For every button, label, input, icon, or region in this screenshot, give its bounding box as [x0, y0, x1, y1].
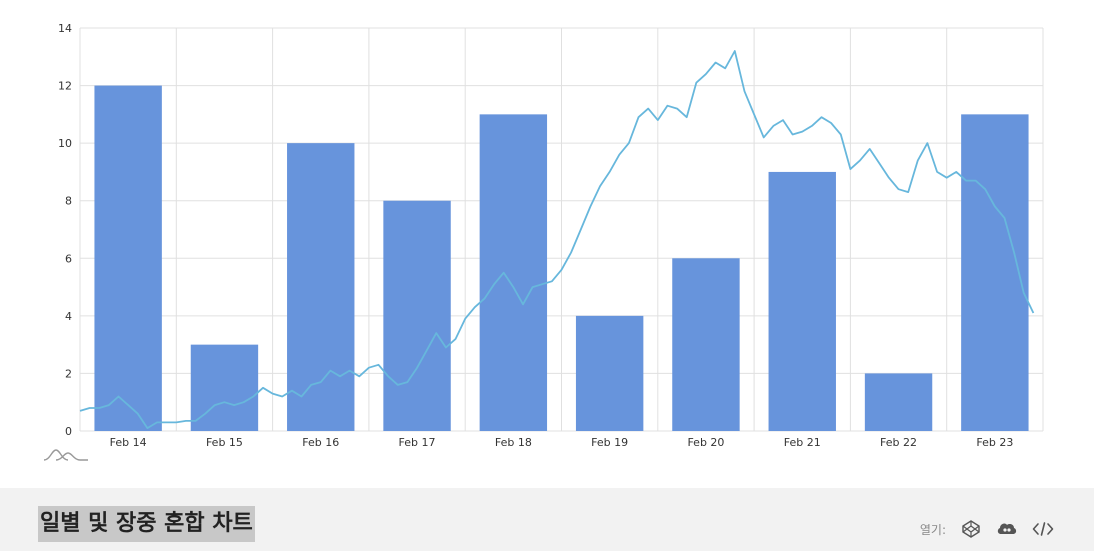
- footer-bar: 일별 및 장중 혼합 차트 열기:: [0, 488, 1094, 551]
- grid: [79, 27, 1044, 432]
- open-in-links: 열기:: [920, 518, 1054, 540]
- x-tick-label: Feb 20: [687, 436, 724, 449]
- bar: [287, 143, 355, 431]
- bar: [768, 171, 836, 431]
- y-tick-label: 10: [58, 137, 72, 150]
- amcharts-logo-icon[interactable]: [42, 446, 90, 464]
- x-tick-label: Feb 19: [591, 436, 628, 449]
- codepen-icon[interactable]: [960, 518, 982, 540]
- jsfiddle-icon[interactable]: [996, 518, 1018, 540]
- line-series: [79, 50, 1035, 429]
- y-tick-label: 0: [65, 425, 72, 438]
- y-tick-label: 14: [58, 22, 72, 35]
- bar: [961, 114, 1029, 431]
- y-tick-label: 4: [65, 310, 72, 323]
- x-axis: Feb 14 Feb 15 Feb 16 Feb 17 Feb 18 Feb 19 Feb …: [110, 436, 1014, 449]
- bar: [94, 85, 162, 432]
- y-tick-label: 6: [65, 252, 72, 265]
- bar: [864, 373, 933, 431]
- x-tick-label: Feb 16: [302, 436, 339, 449]
- y-tick-label: 2: [65, 367, 72, 380]
- page-title: 일별 및 장중 혼합 차트: [38, 506, 255, 542]
- y-tick-label: 8: [65, 195, 72, 208]
- bar: [479, 114, 548, 431]
- x-tick-label: Feb 15: [206, 436, 243, 449]
- x-tick-label: Feb 22: [880, 436, 917, 449]
- x-tick-label: Feb 21: [784, 436, 821, 449]
- y-tick-label: 12: [58, 80, 72, 93]
- open-label: 열기:: [919, 522, 946, 537]
- x-tick-label: Feb 23: [976, 436, 1013, 449]
- x-tick-label: Feb 18: [495, 436, 532, 449]
- y-axis: 0 2 4 6 8 10 12 14: [58, 22, 72, 438]
- bar: [575, 315, 644, 431]
- x-tick-label: Feb 17: [399, 436, 436, 449]
- bar: [383, 200, 451, 431]
- code-icon[interactable]: [1032, 518, 1054, 540]
- x-tick-label: Feb 14: [110, 436, 147, 449]
- series-line: [79, 50, 1035, 429]
- bar: [672, 258, 740, 431]
